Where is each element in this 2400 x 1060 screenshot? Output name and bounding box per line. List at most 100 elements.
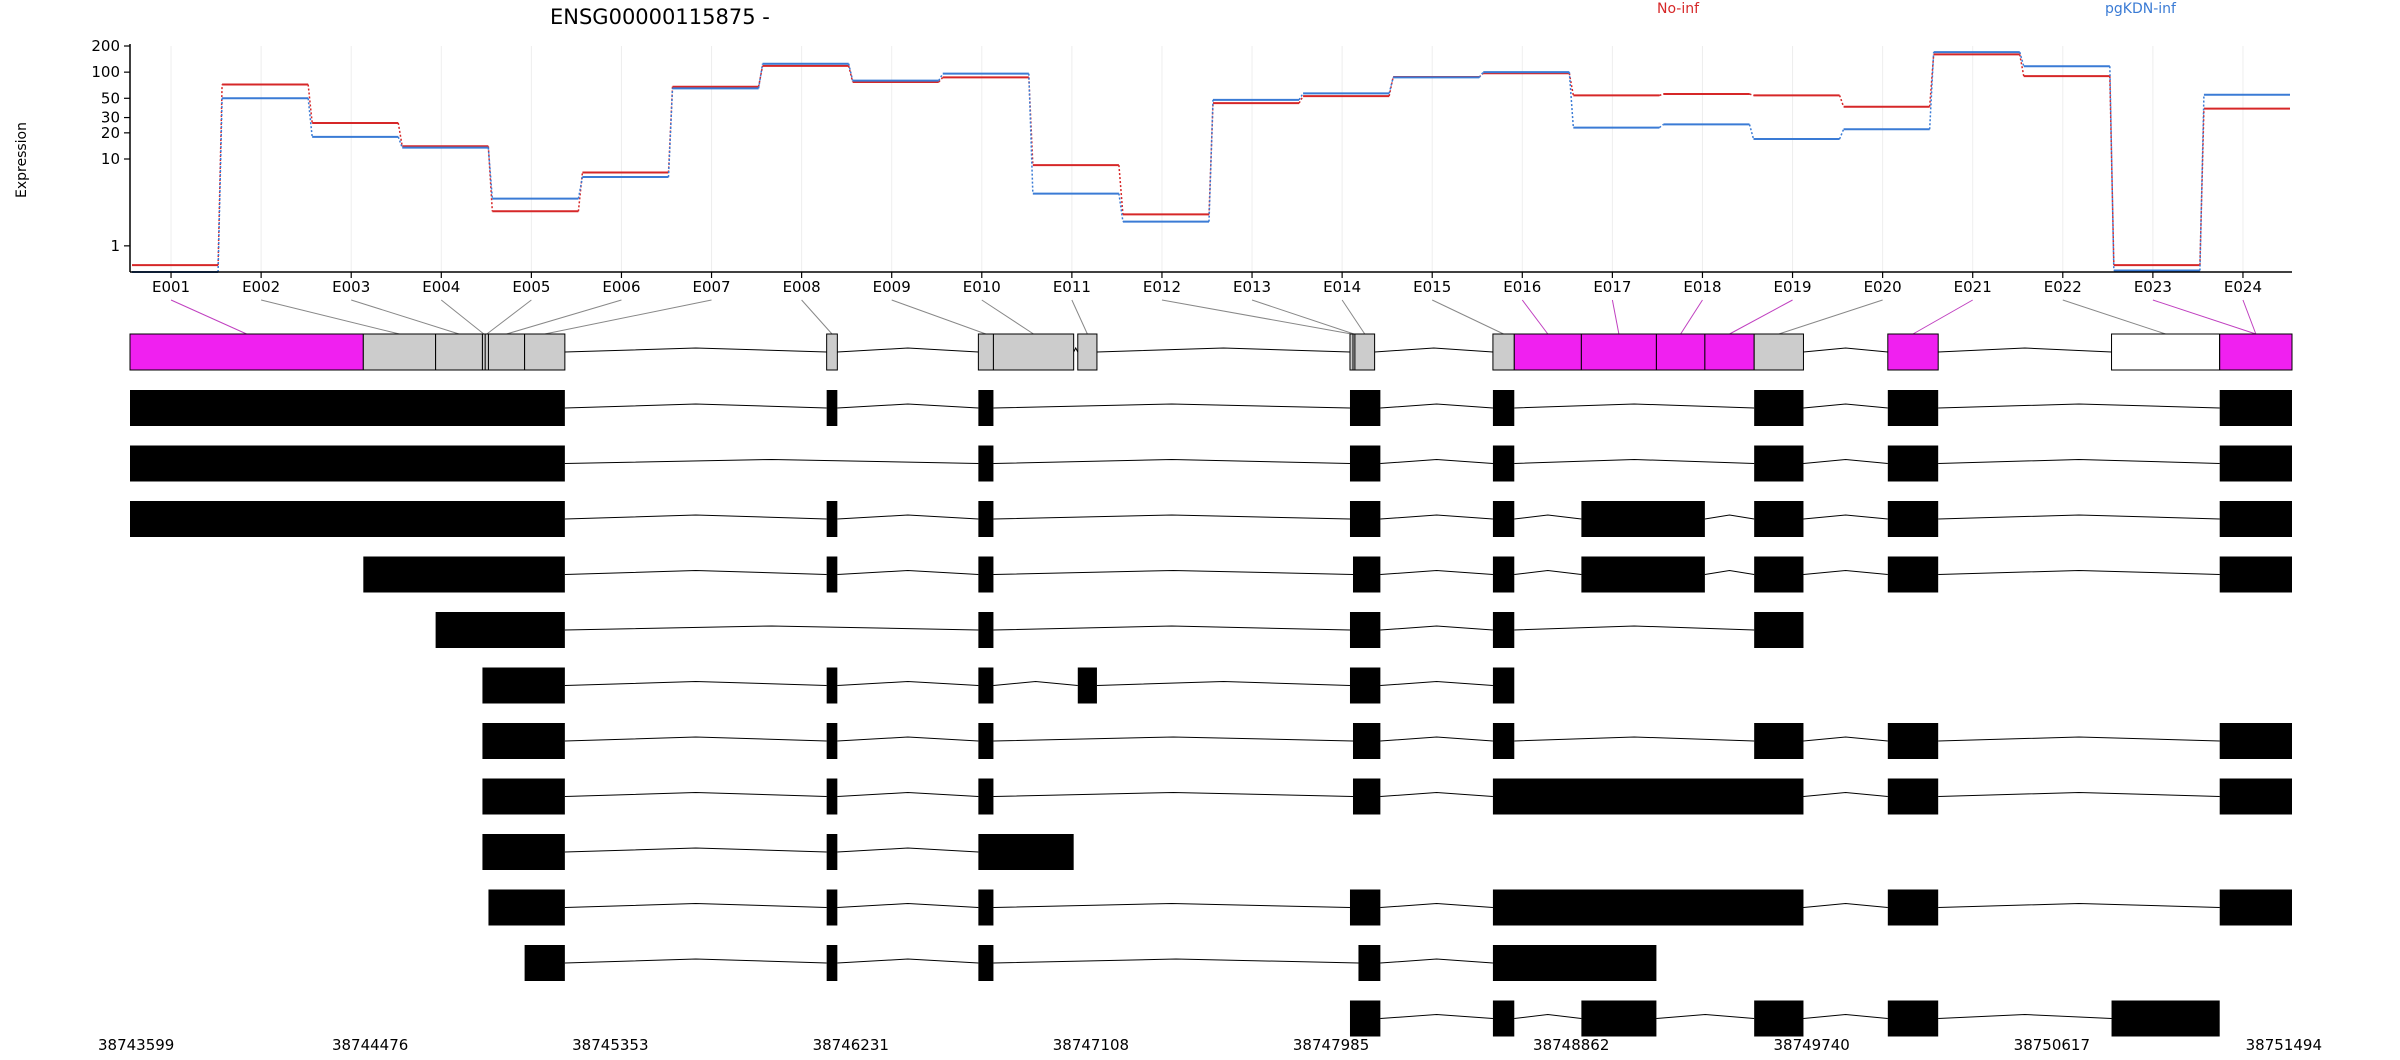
transcript-intron (837, 791, 979, 797)
series-connector (1118, 165, 1124, 215)
series-connector (1838, 128, 1845, 140)
transcript-intron (837, 736, 979, 742)
transcript-exon (1349, 612, 1381, 648)
intron-line (1938, 347, 2112, 353)
transcript-exon (978, 501, 994, 537)
transcript-exon (978, 556, 994, 593)
transcript-intron (837, 847, 979, 853)
transcript-intron (1938, 1013, 2112, 1019)
transcript-intron (564, 625, 979, 631)
transcript-exon (2219, 556, 2292, 593)
transcript-exon (1492, 945, 1657, 981)
transcript-exon (1754, 501, 1804, 537)
transcript-intron (564, 458, 979, 464)
exon-block-e009 (977, 333, 994, 371)
transcript-intron (1380, 680, 1493, 686)
exon-link (891, 299, 987, 335)
exon-label-e019: E019 (1773, 278, 1811, 296)
transcript-exon (1349, 445, 1381, 482)
transcript-intron (1380, 1013, 1493, 1019)
exon-label-e018: E018 (1683, 278, 1721, 296)
transcript-intron (1803, 403, 1888, 409)
exon-label-e020: E020 (1864, 278, 1902, 296)
transcript-5 (435, 612, 1804, 648)
exon-label-e022: E022 (2044, 278, 2082, 296)
exon-link (1161, 299, 1352, 335)
y-tick-label: 1 (110, 237, 120, 255)
series-connector (2199, 94, 2205, 271)
transcript-intron (1938, 458, 2220, 464)
exon-link (1521, 299, 1549, 335)
transcript-intron (993, 680, 1078, 686)
series-pgkdn-inf (132, 51, 2290, 273)
transcript-9 (482, 834, 1074, 870)
transcript-exon (1887, 390, 1939, 426)
transcript-exon (1352, 778, 1381, 815)
series-connector (487, 147, 494, 199)
exon-label-e005: E005 (512, 278, 550, 296)
legend-label-pgkdn-inf: pgKDN-inf (2105, 1, 2177, 17)
series-connector (667, 88, 674, 178)
transcript-intron (993, 569, 1353, 575)
exon-label-e013: E013 (1233, 278, 1271, 296)
transcript-exon (1754, 445, 1804, 482)
transcript-11 (524, 945, 1657, 981)
transcript-intron (837, 569, 979, 575)
transcript-exon (1754, 1000, 1804, 1037)
exon-label-e010: E010 (963, 278, 1001, 296)
transcript-intron (993, 403, 1350, 409)
genome-coordinate-label: 38744476 (332, 1036, 408, 1054)
exon-link (801, 299, 833, 335)
transcript-intron (1514, 625, 1755, 631)
exon-block-e007 (524, 333, 566, 371)
transcript-intron (1380, 403, 1493, 409)
intron-line (837, 347, 979, 353)
exon-link (1729, 299, 1793, 335)
series-no-inf (132, 53, 2290, 267)
transcript-exon (1887, 445, 1939, 482)
transcript-intron (564, 958, 827, 964)
series-connector (397, 136, 403, 148)
transcript-intron (1803, 458, 1888, 464)
transcript-exon (1887, 778, 1939, 815)
transcript-intron (837, 902, 979, 908)
transcript-intron (564, 847, 827, 853)
transcript-intron (564, 791, 827, 797)
exon-label-e009: E009 (873, 278, 911, 296)
exon-block-e006 (487, 333, 526, 371)
transcript-intron (993, 958, 1359, 964)
transcript-intron (993, 791, 1353, 797)
transcript-intron (564, 514, 827, 520)
transcript-intron (1803, 902, 1888, 908)
transcript-intron (1514, 569, 1582, 575)
transcript-exon (978, 667, 994, 704)
intron-line (1803, 347, 1888, 353)
genome-axis: 38743599 38744476 38745353 38746231 38747108… (98, 1036, 2322, 1054)
intron-line (1073, 346, 1079, 353)
exon-label-e008: E008 (783, 278, 821, 296)
series-connector (1838, 95, 1845, 107)
transcript-exon (1492, 723, 1515, 759)
transcript-intron (1938, 902, 2220, 908)
transcript-1 (130, 390, 2292, 426)
exon-block-e014 (1354, 333, 1376, 371)
transcript-exon (130, 390, 565, 426)
exon-label-e004: E004 (422, 278, 460, 296)
transcript-2 (130, 445, 2292, 482)
series-connector (1928, 54, 1935, 107)
transcript-intron (1704, 514, 1755, 520)
exon-label-e015: E015 (1413, 278, 1451, 296)
transcript-intron (564, 736, 827, 742)
series-connector (1298, 92, 1304, 101)
transcript-exon (1492, 667, 1515, 704)
transcript-intron (1656, 1013, 1755, 1019)
transcript-exon (1754, 556, 1804, 593)
transcript-exon (524, 945, 565, 981)
series-connector (1028, 77, 1034, 166)
transcript-intron (1803, 1013, 1888, 1019)
transcript-exon (2111, 1000, 2220, 1037)
exon-block-e001 (129, 333, 364, 371)
exon-model (129, 333, 2293, 371)
transcript-intron (1514, 403, 1755, 409)
